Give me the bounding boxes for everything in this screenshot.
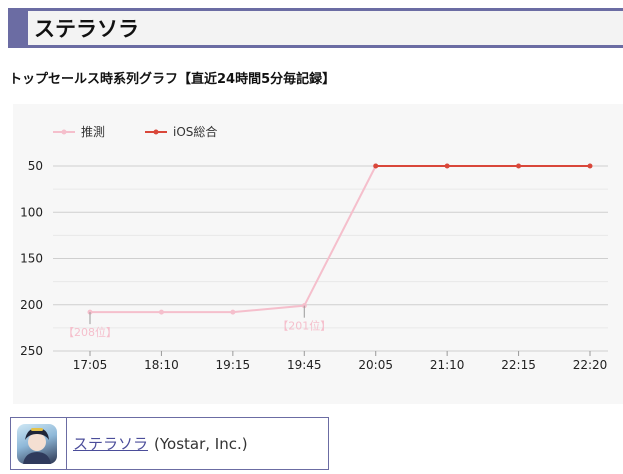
legend-marker	[61, 129, 67, 135]
chart-legend: 推測 iOS総合	[53, 124, 217, 139]
y-tick-label: 200	[20, 298, 43, 312]
chart-grid	[53, 165, 608, 352]
data-point	[373, 163, 379, 169]
app-icon[interactable]	[17, 424, 57, 464]
legend-label: 推測	[81, 125, 105, 139]
annotation-label: 【208位】	[63, 325, 117, 339]
chart-series	[87, 163, 593, 315]
app-publisher: (Yostar, Inc.)	[154, 434, 248, 453]
legend-item-0: 推測	[53, 125, 105, 139]
x-tick-label: 22:15	[501, 358, 536, 372]
data-point	[301, 303, 307, 309]
x-tick-label: 19:15	[216, 358, 251, 372]
chart-annotations: 【208位】 【201位】	[63, 305, 331, 339]
page-header-inner: ステラソラ	[28, 11, 623, 45]
x-tick-label: 21:10	[430, 358, 465, 372]
legend-item-1: iOS総合	[145, 124, 217, 139]
chart-subtitle: トップセールス時系列グラフ【直近24時間5分毎記録】	[9, 72, 336, 87]
page-header: ステラソラ	[8, 8, 623, 48]
data-point	[516, 163, 522, 169]
ranking-chart: 推測 iOS総合 50 100 150 200 250 17:05 18:10 19:15 19…	[20, 124, 608, 372]
y-tick-label: 150	[20, 252, 43, 266]
y-tick-label: 250	[20, 344, 43, 358]
chart-background	[13, 104, 623, 404]
y-tick-label: 50	[28, 159, 43, 173]
x-tick-label: 19:45	[287, 358, 322, 372]
app-name-wrap: ステラソラ (Yostar, Inc.)	[73, 418, 248, 469]
x-axis: 17:05 18:10 19:15 19:45 20:05 21:10 22:15 22:20	[73, 351, 608, 372]
app-card: ステラソラ (Yostar, Inc.)	[10, 417, 329, 470]
y-tick-label: 100	[20, 205, 43, 219]
x-tick-label: 18:10	[144, 358, 179, 372]
annotation-label: 【201位】	[277, 319, 331, 333]
x-tick-label: 20:05	[358, 358, 393, 372]
data-point	[230, 309, 236, 315]
app-name-link[interactable]: ステラソラ	[73, 435, 149, 453]
legend-marker	[153, 129, 159, 135]
data-point	[444, 163, 450, 169]
x-tick-label: 17:05	[73, 358, 108, 372]
legend-label: iOS総合	[173, 124, 217, 139]
page-title: ステラソラ	[34, 17, 139, 41]
y-axis: 50 100 150 200 250	[20, 159, 43, 358]
app-icon-cell	[11, 418, 67, 469]
series-line-0	[90, 165, 377, 314]
data-point	[587, 163, 593, 169]
data-point	[158, 309, 164, 315]
x-tick-label: 22:20	[573, 358, 608, 372]
